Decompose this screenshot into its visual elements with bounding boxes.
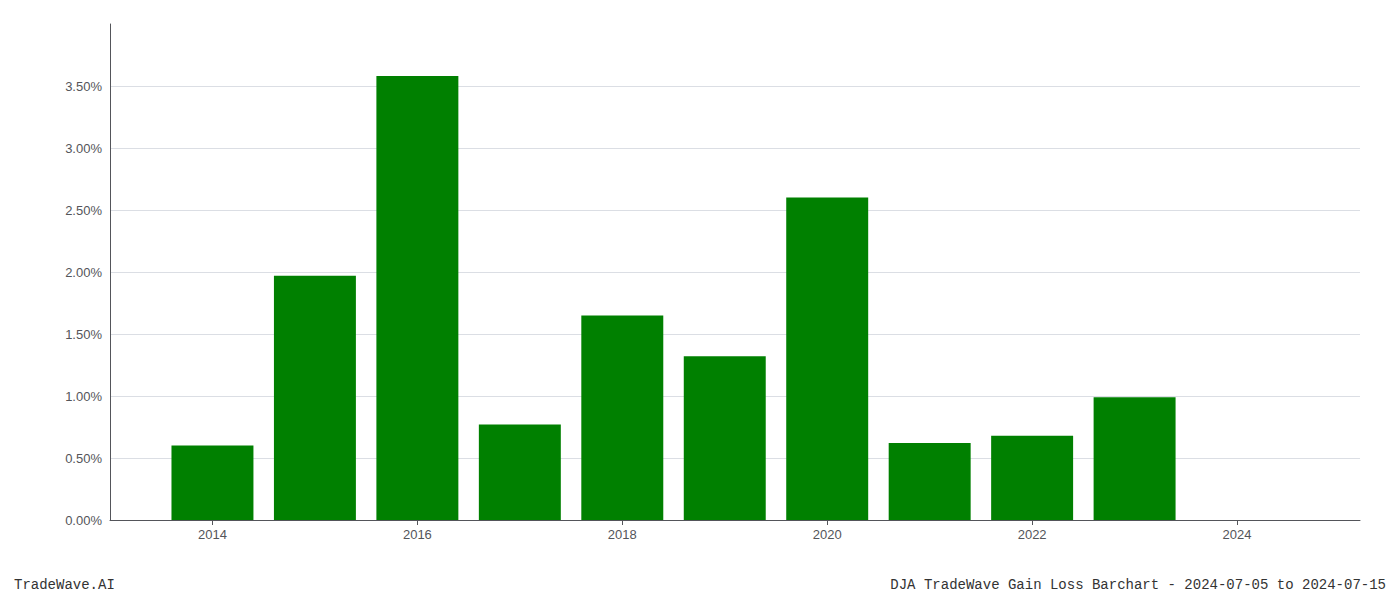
svg-text:0.50%: 0.50% [65,451,102,466]
svg-text:2024: 2024 [1223,527,1252,542]
svg-text:2.00%: 2.00% [65,265,102,280]
svg-text:2016: 2016 [403,527,432,542]
svg-text:2022: 2022 [1018,527,1047,542]
svg-text:TradeWave.AI: TradeWave.AI [14,577,115,593]
svg-text:2.50%: 2.50% [65,203,102,218]
svg-text:2014: 2014 [198,527,227,542]
svg-text:3.50%: 3.50% [65,79,102,94]
svg-text:3.00%: 3.00% [65,141,102,156]
svg-text:1.00%: 1.00% [65,389,102,404]
svg-text:DJA TradeWave Gain Loss Barcha: DJA TradeWave Gain Loss Barchart - 2024-… [890,577,1386,593]
svg-text:0.00%: 0.00% [65,513,102,528]
svg-text:2018: 2018 [608,527,637,542]
svg-text:1.50%: 1.50% [65,327,102,342]
svg-text:2020: 2020 [813,527,842,542]
